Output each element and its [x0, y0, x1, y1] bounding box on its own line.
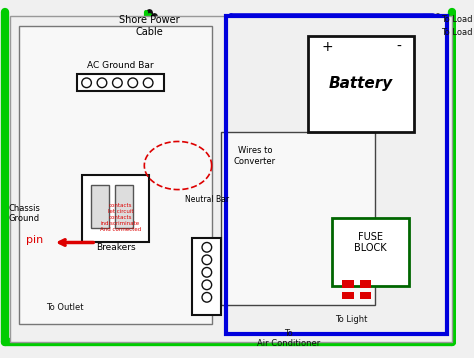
Bar	[91, 185, 109, 228]
Bar	[360, 291, 371, 299]
Text: Battery: Battery	[328, 76, 393, 91]
Bar	[343, 280, 354, 288]
Text: -: -	[397, 40, 401, 54]
Bar	[77, 74, 164, 91]
Bar	[82, 175, 149, 242]
Text: Wires to
Converter: Wires to Converter	[234, 146, 276, 166]
Text: AC Ground Bar: AC Ground Bar	[87, 61, 154, 70]
Bar	[343, 291, 354, 299]
Text: Breakers: Breakers	[96, 243, 135, 252]
Bar	[308, 36, 414, 132]
Text: To Light: To Light	[335, 315, 367, 324]
Text: FUSE
BLOCK: FUSE BLOCK	[354, 232, 387, 253]
Text: pin: pin	[26, 234, 43, 245]
Text: To Load: To Load	[441, 28, 472, 37]
Text: Chassis
Ground: Chassis Ground	[8, 204, 40, 223]
Bar	[192, 238, 221, 315]
Text: contacts
let circuit: contacts let circuit	[108, 203, 133, 214]
Bar	[116, 185, 133, 228]
Bar	[360, 280, 371, 288]
Text: To Outlet: To Outlet	[46, 304, 84, 313]
Bar	[19, 26, 212, 324]
Text: contacts
indiscriminate
And connected: contacts indiscriminate And connected	[100, 215, 141, 232]
Text: +: +	[321, 40, 333, 54]
Bar	[221, 132, 375, 305]
Bar	[332, 218, 409, 286]
Text: Neutral Bar: Neutral Bar	[185, 195, 229, 204]
Bar	[226, 16, 447, 334]
Text: Shore Power
Cable: Shore Power Cable	[119, 15, 180, 37]
Text: To
Air Conditioner: To Air Conditioner	[257, 329, 320, 348]
Text: To Load: To Load	[441, 15, 472, 24]
